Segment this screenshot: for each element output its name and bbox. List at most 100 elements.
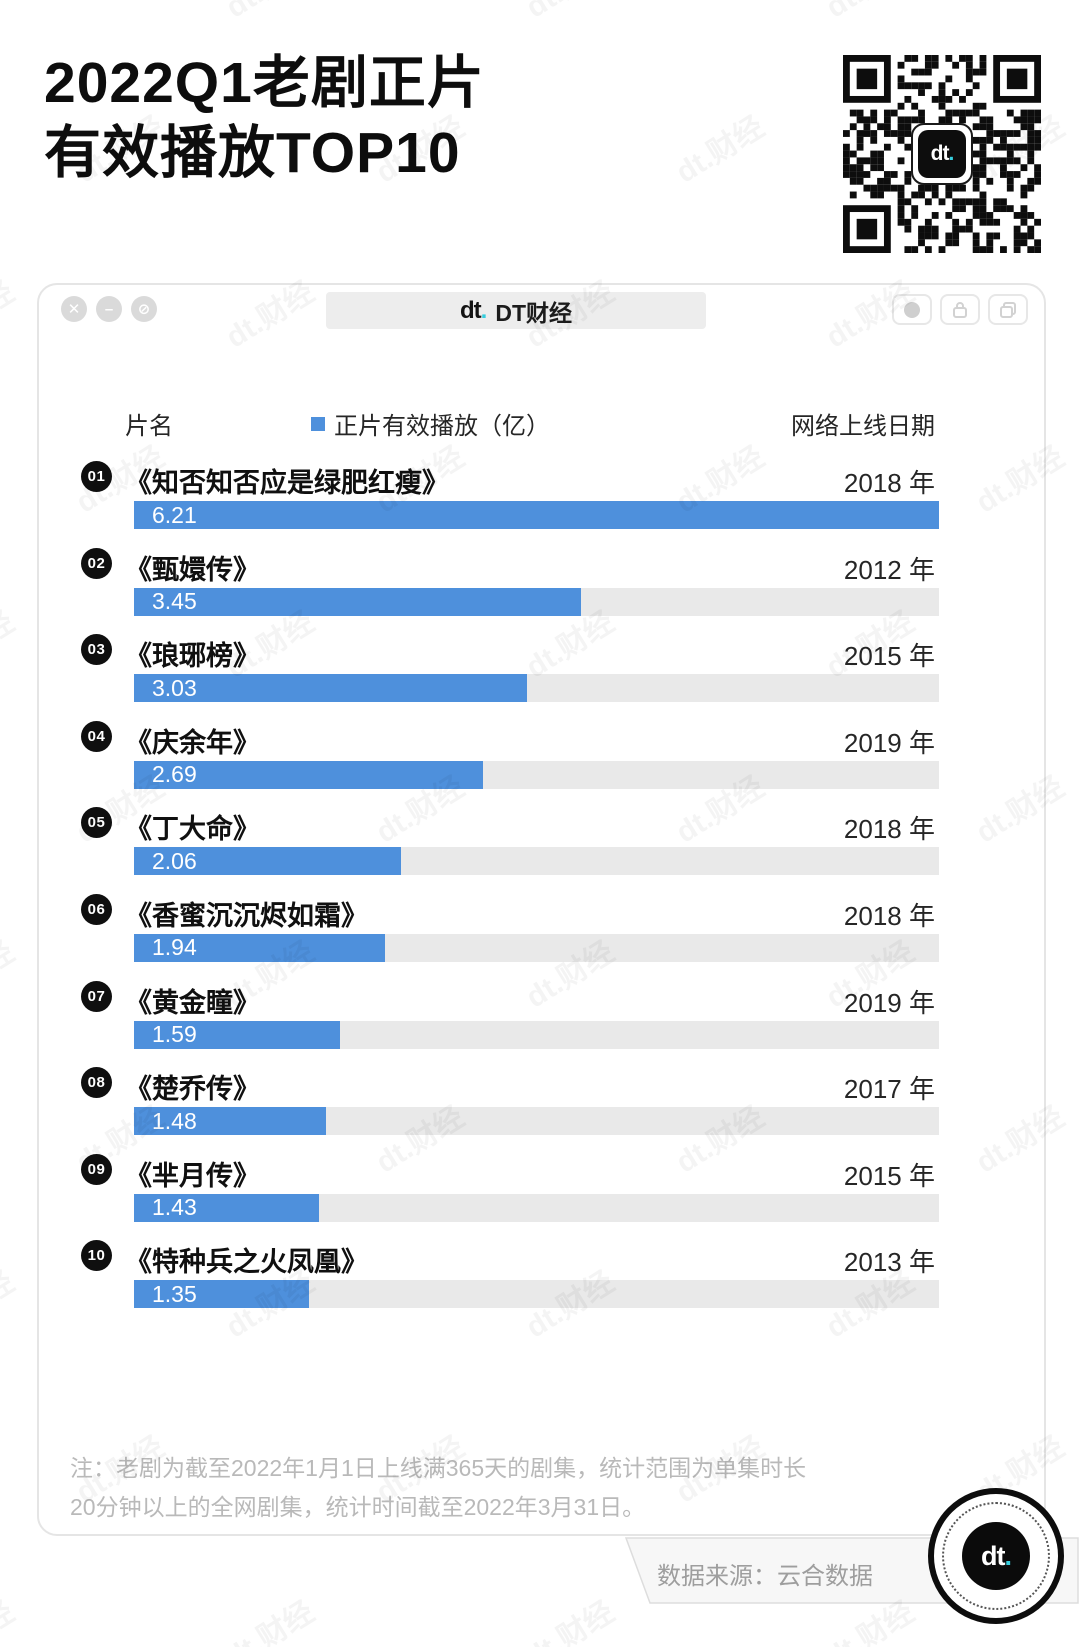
chart-legend: 正片有效播放（亿） xyxy=(311,406,550,441)
watermark-text: dt.财经 xyxy=(216,0,321,26)
bar-fill: 1.48 xyxy=(134,1107,326,1136)
row-title-line: 04 《庆余年》 2019 年 xyxy=(81,719,935,758)
row-title-line: 01 《知否知否应是绿肥红瘦》 2018 年 xyxy=(81,459,935,498)
column-header-date: 网络上线日期 xyxy=(791,413,935,440)
bar-track: 1.48 xyxy=(134,1107,939,1136)
bar-fill: 3.45 xyxy=(134,587,582,616)
row-title-line: 02 《甄嬛传》 2012 年 xyxy=(81,546,935,585)
rank-badge: 09 xyxy=(81,1153,112,1185)
table-row: 01 《知否知否应是绿肥红瘦》 2018 年 6.21 xyxy=(39,451,1044,538)
drama-title: 《甄嬛传》 xyxy=(125,554,260,585)
online-year: 2013 年 xyxy=(843,1247,935,1278)
table-header: 片名 正片有效播放（亿） 网络上线日期 xyxy=(39,403,1044,441)
online-year: 2018 年 xyxy=(843,900,935,931)
data-source-label: 数据来源：云合数据 xyxy=(657,1563,873,1590)
bar-value-label: 3.03 xyxy=(152,674,197,701)
bar-value-label: 3.45 xyxy=(152,588,197,615)
column-header-name: 片名 xyxy=(125,413,173,440)
online-year: 2019 年 xyxy=(843,987,935,1018)
bar-track: 6.21 xyxy=(134,501,939,529)
page-title: 2022Q1老剧正片 有效播放TOP10 xyxy=(44,48,485,188)
watermark-text: dt.财经 xyxy=(516,0,621,26)
dotted-ring-icon xyxy=(942,1502,1050,1610)
bar-track: 1.59 xyxy=(134,1020,939,1049)
bar-fill: 1.43 xyxy=(134,1193,320,1222)
table-row: 06 《香蜜沉沉烬如霜》 2018 年 1.94 xyxy=(39,884,1044,971)
watermark-text: dt.财经 xyxy=(0,928,21,1017)
footnote: 注：老剧为截至2022年1月1日上线满365天的剧集，统计范围为单集时长 20分… xyxy=(70,1449,806,1527)
tabs-button[interactable] xyxy=(988,294,1028,325)
bar-track: 1.35 xyxy=(134,1280,939,1309)
online-year: 2018 年 xyxy=(843,468,935,498)
row-title-line: 07 《黄金瞳》 2019 年 xyxy=(81,979,935,1018)
lock-button[interactable] xyxy=(940,294,980,325)
table-row: 09 《芈月传》 2015 年 1.43 xyxy=(39,1144,1044,1231)
page-title-line1: 2022Q1老剧正片 xyxy=(44,51,485,115)
drama-title: 《丁大命》 xyxy=(125,814,260,845)
qr-center-logo: dt. xyxy=(911,123,973,185)
dt-logo-icon: dt. xyxy=(460,296,487,324)
window-titlebar: ✕ – ⊘ dt. DT财经 xyxy=(39,285,1044,335)
bar-value-label: 1.94 xyxy=(152,934,197,961)
page-title-line2: 有效播放TOP10 xyxy=(44,121,461,185)
rank-badge: 10 xyxy=(81,1240,112,1272)
online-year: 2019 年 xyxy=(843,727,935,758)
online-year: 2015 年 xyxy=(843,641,935,672)
drama-title: 《庆余年》 xyxy=(125,727,260,758)
qr-pattern xyxy=(843,55,1041,253)
online-year: 2017 年 xyxy=(843,1074,935,1105)
bar-value-label: 1.43 xyxy=(152,1194,197,1221)
close-icon[interactable]: ✕ xyxy=(61,296,87,322)
watermark-text: dt.财经 xyxy=(516,1588,621,1647)
footnote-line2: 20分钟以上的全网剧集，统计时间截至2022年3月31日。 xyxy=(70,1494,646,1520)
bar-fill: 3.03 xyxy=(134,674,527,703)
bar-fill: 1.35 xyxy=(134,1280,309,1309)
block-icon[interactable]: ⊘ xyxy=(131,296,157,322)
qr-code: dt. xyxy=(843,55,1041,253)
row-title-line: 06 《香蜜沉沉烬如霜》 2018 年 xyxy=(81,892,935,931)
profile-button[interactable] xyxy=(892,294,932,325)
brand-badge: dt. xyxy=(928,1488,1064,1624)
bar-fill: 6.21 xyxy=(134,501,939,529)
minimize-icon[interactable]: – xyxy=(96,296,122,322)
drama-title: 《芈月传》 xyxy=(125,1160,260,1191)
watermark-text: dt.财经 xyxy=(0,268,21,357)
bar-value-label: 2.69 xyxy=(152,761,197,788)
rank-badge: 02 xyxy=(81,547,112,579)
legend-swatch-icon xyxy=(311,416,325,431)
circle-icon xyxy=(904,301,920,318)
bar-track: 1.43 xyxy=(134,1193,939,1222)
bar-track: 2.69 xyxy=(134,760,939,789)
bar-value-label: 1.48 xyxy=(152,1107,197,1134)
bar-value-label: 2.06 xyxy=(152,847,197,874)
online-year: 2015 年 xyxy=(843,1160,935,1191)
drama-title: 《香蜜沉沉烬如霜》 xyxy=(125,900,368,931)
bar-track: 2.06 xyxy=(134,847,939,876)
watermark-text: dt.财经 xyxy=(816,0,921,26)
rank-badge: 01 xyxy=(81,461,112,492)
watermark-text: dt.财经 xyxy=(216,1588,321,1647)
bar-fill: 2.69 xyxy=(134,760,483,789)
table-row: 02 《甄嬛传》 2012 年 3.45 xyxy=(39,538,1044,625)
lock-icon xyxy=(953,302,967,318)
table-row: 10 《特种兵之火凤凰》 2013 年 1.35 xyxy=(39,1230,1044,1317)
bar-value-label: 1.59 xyxy=(152,1021,197,1048)
table-row: 05 《丁大命》 2018 年 2.06 xyxy=(39,797,1044,884)
rank-badge: 05 xyxy=(81,807,112,839)
row-title-line: 09 《芈月传》 2015 年 xyxy=(81,1152,935,1191)
drama-title: 《特种兵之火凤凰》 xyxy=(125,1247,368,1278)
bar-track: 3.45 xyxy=(134,587,939,616)
table-row: 08 《楚乔传》 2017 年 1.48 xyxy=(39,1057,1044,1144)
watermark-text: dt.财经 xyxy=(0,1588,21,1647)
row-title-line: 03 《琅琊榜》 2015 年 xyxy=(81,632,935,671)
bar-track: 3.03 xyxy=(134,674,939,703)
browser-tab[interactable]: dt. DT财经 xyxy=(326,292,706,329)
tab-title: DT财经 xyxy=(495,299,572,326)
drama-title: 《琅琊榜》 xyxy=(125,641,260,672)
drama-title: 《黄金瞳》 xyxy=(125,987,260,1018)
online-year: 2012 年 xyxy=(843,554,935,585)
watermark-text: dt.财经 xyxy=(0,598,21,687)
watermark-text: dt.财经 xyxy=(0,0,21,26)
watermark-text: dt.财经 xyxy=(0,1258,21,1347)
bar-value-label: 6.21 xyxy=(152,501,197,528)
